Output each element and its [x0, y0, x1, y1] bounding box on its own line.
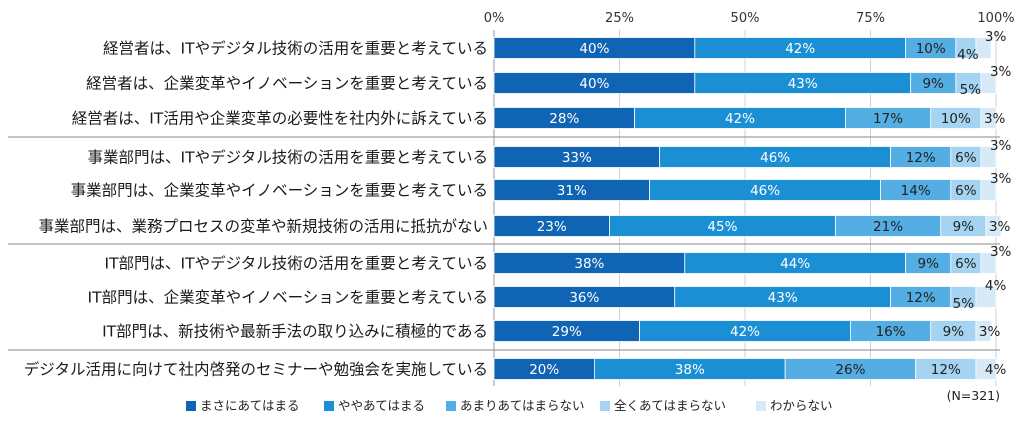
- data-label: 4%: [957, 47, 979, 63]
- category-label: IT部門は、ITやデジタル技術の活用を重要と考えている: [105, 254, 489, 273]
- data-label: 14%: [901, 183, 931, 199]
- bar-segment: [980, 179, 997, 201]
- data-label: 6%: [955, 256, 977, 272]
- legend-label: 全くあてはまらない: [614, 398, 726, 413]
- data-label: 3%: [985, 29, 1007, 45]
- category-label: 経営者は、ITやデジタル技術の活用を重要と考えている: [103, 39, 488, 58]
- data-label: 21%: [873, 219, 903, 235]
- data-label: 9%: [923, 76, 945, 92]
- data-label: 42%: [785, 41, 815, 57]
- category-labels: 経営者は、ITやデジタル技術の活用を重要と考えている経営者は、企業変革やイノベー…: [24, 39, 488, 379]
- data-label: 4%: [985, 278, 1007, 294]
- category-label: 事業部門は、ITやデジタル技術の活用を重要と考えている: [88, 148, 488, 167]
- data-label: 5%: [960, 82, 982, 98]
- data-label: 45%: [707, 219, 737, 235]
- data-label: 26%: [835, 362, 865, 378]
- data-label: 42%: [730, 324, 760, 340]
- category-label: デジタル活用に向けて社内啓発のセミナーや勉強会を実施している: [24, 360, 488, 379]
- data-label: 23%: [537, 219, 567, 235]
- data-label: 10%: [941, 111, 971, 127]
- x-tick-label: 50%: [731, 11, 760, 26]
- legend-swatch: [324, 401, 334, 411]
- data-label: 12%: [931, 362, 961, 378]
- data-label: 4%: [985, 362, 1007, 378]
- data-label: 40%: [579, 76, 609, 92]
- data-label: 9%: [943, 324, 965, 340]
- x-axis-ticks: 0% 25% 50% 75% 100%: [484, 11, 1015, 26]
- data-label: 46%: [760, 150, 790, 166]
- bar-segment: [980, 107, 997, 129]
- data-label: 36%: [569, 290, 599, 306]
- bar-segment: [975, 37, 992, 59]
- data-label: 3%: [990, 138, 1012, 154]
- data-label: 43%: [768, 290, 798, 306]
- data-label: 33%: [562, 150, 592, 166]
- legend-label: あまりあてはまらない: [460, 398, 585, 413]
- data-label: 9%: [918, 256, 940, 272]
- bars: [493, 37, 1002, 380]
- category-label: IT部門は、新技術や最新手法の取り込みに積極的である: [102, 323, 488, 341]
- data-label: 46%: [750, 183, 780, 199]
- category-label: 経営者は、企業変革やイノベーションを重要と考えている: [86, 75, 488, 93]
- data-labels: 40% 42% 10% 4%3%40% 43% 9% 5%3%28% 42% 17% 10% 3%3…: [529, 29, 1011, 378]
- data-label: 3%: [990, 171, 1012, 187]
- data-label: 16%: [876, 324, 906, 340]
- x-tick-label: 0%: [484, 11, 505, 26]
- data-label: 9%: [953, 219, 975, 235]
- legend-swatch: [600, 401, 610, 411]
- data-label: 29%: [552, 324, 582, 340]
- data-label: 38%: [574, 256, 604, 272]
- x-tick-label: 75%: [856, 11, 885, 26]
- data-label: 5%: [953, 296, 975, 312]
- data-label: 31%: [557, 183, 587, 199]
- data-label: 43%: [788, 76, 818, 92]
- legend-label: ややあてはまる: [338, 398, 425, 413]
- legend-label: まさにあてはまる: [200, 398, 300, 413]
- data-label: 3%: [990, 64, 1012, 80]
- data-label: 28%: [549, 111, 579, 127]
- legend: まさにあてはまる ややあてはまる あまりあてはまらない 全くあてはまらない わからない: [186, 398, 833, 413]
- bar-segment: [980, 252, 997, 274]
- bar-segment: [975, 286, 997, 308]
- data-label: 17%: [873, 111, 903, 127]
- legend-swatch: [186, 401, 196, 411]
- data-label: 40%: [579, 41, 609, 57]
- x-tick-label: 100%: [977, 11, 1014, 26]
- category-label: 事業部門は、企業変革やイノベーションを重要と考えている: [71, 182, 488, 200]
- group-separators: [8, 136, 1000, 351]
- bar-segment: [980, 72, 997, 94]
- category-label: IT部門は、企業変革やイノベーションを重要と考えている: [88, 289, 488, 307]
- data-label: 3%: [990, 244, 1012, 260]
- data-label: 20%: [529, 362, 559, 378]
- data-label: 6%: [955, 183, 977, 199]
- category-label: 事業部門は、業務プロセスの変革や新規技術の活用に抵抗がない: [38, 218, 488, 236]
- x-tick-label: 25%: [605, 11, 634, 26]
- data-label: 3%: [979, 324, 1001, 340]
- data-label: 38%: [675, 362, 705, 378]
- legend-label: わからない: [770, 398, 833, 413]
- bar-segment: [980, 146, 997, 168]
- data-label: 44%: [780, 256, 810, 272]
- legend-swatch: [446, 401, 456, 411]
- bar-segment: [985, 215, 1002, 237]
- bar-segment: [975, 320, 992, 342]
- data-label: 12%: [906, 290, 936, 306]
- data-label: 42%: [725, 111, 755, 127]
- data-label: 12%: [906, 150, 936, 166]
- sample-size-note: (N=321): [947, 388, 1000, 403]
- data-label: 3%: [984, 111, 1006, 127]
- legend-swatch: [756, 401, 766, 411]
- category-label: 経営者は、IT活用や企業変革の必要性を社内外に訴えている: [72, 110, 488, 128]
- data-label: 10%: [916, 41, 946, 57]
- data-label: 3%: [989, 219, 1011, 235]
- data-label: 6%: [955, 150, 977, 166]
- bar-segment: [975, 358, 997, 380]
